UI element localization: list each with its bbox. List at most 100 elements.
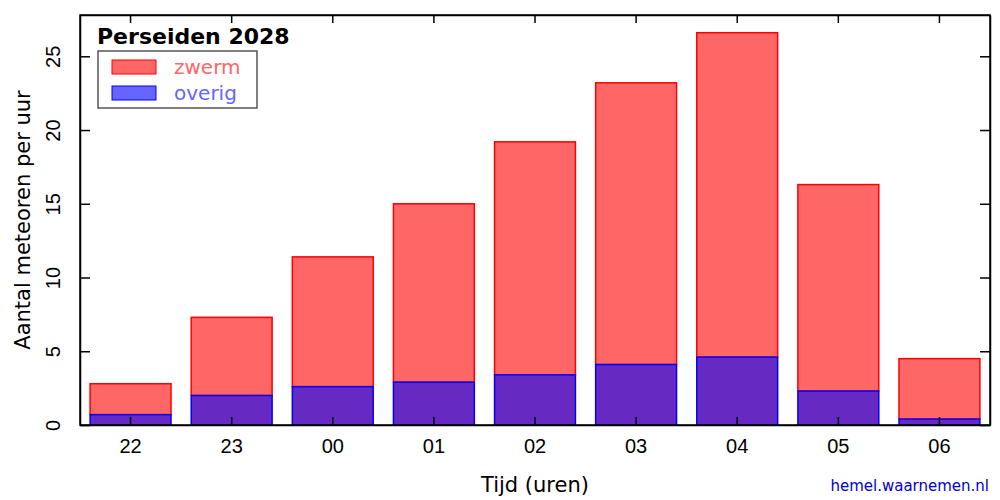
bar — [899, 359, 980, 419]
x-axis: 22 23 00 01 02 03 04 05 06 — [81, 417, 991, 457]
tick: 02 — [524, 417, 546, 457]
tick — [980, 56, 990, 57]
tick-mark — [980, 204, 990, 206]
tick — [980, 130, 990, 131]
tick-label: 25 — [42, 46, 64, 68]
tick-mark — [838, 417, 840, 425]
bar — [495, 375, 576, 425]
tick-mark — [332, 417, 334, 425]
tick-label: 15 — [42, 193, 64, 215]
tick-label: 04 — [726, 435, 748, 457]
bar — [90, 384, 171, 415]
tick: 15 — [42, 193, 90, 215]
tick: 22 — [119, 417, 141, 457]
tick — [980, 278, 990, 279]
bar — [596, 83, 677, 365]
tick-mark — [80, 56, 90, 58]
bar — [798, 391, 879, 425]
tick-label: 0 — [42, 420, 64, 431]
tick-label: 05 — [827, 435, 849, 457]
legend-label: overig — [174, 81, 237, 105]
bar — [697, 33, 778, 357]
legend-swatch — [112, 60, 156, 74]
tick-label: 23 — [221, 435, 243, 457]
tick-mark — [80, 351, 90, 353]
bar — [292, 257, 373, 387]
tick: 25 — [42, 46, 90, 68]
tick — [939, 15, 940, 23]
bar — [495, 142, 576, 375]
tick-mark — [433, 15, 435, 23]
tick: 20 — [42, 119, 90, 141]
tick — [838, 15, 839, 23]
bar — [596, 365, 677, 425]
bar — [90, 415, 171, 425]
tick-mark — [635, 417, 637, 425]
tick: 03 — [625, 417, 647, 457]
tick: 04 — [726, 417, 748, 457]
tick-mark — [433, 417, 435, 425]
tick: 00 — [322, 417, 344, 457]
x-axis-title: Tijd (uren) — [480, 473, 589, 497]
bar — [191, 396, 272, 425]
tick-mark — [736, 417, 738, 425]
tick-label: 10 — [42, 267, 64, 289]
tick-mark — [80, 277, 90, 279]
bars — [90, 33, 980, 425]
tick-label: 02 — [524, 435, 546, 457]
tick: 05 — [827, 417, 849, 457]
chart: 2223000102030405060510152025Tijd (uren)A… — [0, 0, 1000, 500]
tick: 23 — [221, 417, 243, 457]
tick — [231, 15, 232, 23]
tick-mark — [980, 56, 990, 58]
source: hemel.waarnemen.nl — [830, 477, 989, 495]
tick — [130, 15, 131, 23]
tick-label: 5 — [42, 346, 64, 357]
tick-mark — [980, 130, 990, 132]
bar — [292, 387, 373, 425]
tick-label: 20 — [42, 119, 64, 141]
series-1 — [90, 357, 980, 425]
tick-mark — [980, 351, 990, 353]
bar — [697, 357, 778, 425]
tick — [980, 204, 990, 205]
tick-label: 03 — [625, 435, 647, 457]
tick-mark — [231, 417, 233, 425]
tick-mark — [534, 417, 536, 425]
bar — [393, 382, 474, 425]
series-0 — [90, 33, 980, 419]
tick — [980, 351, 990, 352]
legend: zwermoverig — [98, 51, 257, 108]
tick-mark — [838, 15, 840, 23]
tick: 10 — [42, 267, 90, 289]
tick: 06 — [928, 417, 950, 457]
tick-mark — [980, 277, 990, 279]
tick-mark — [130, 15, 132, 23]
tick: 01 — [423, 417, 445, 457]
tick-mark — [939, 15, 941, 23]
plot-frame — [80, 15, 990, 425]
legend-label: zwerm — [174, 55, 241, 79]
tick-mark — [231, 15, 233, 23]
tick-mark — [736, 15, 738, 23]
tick-label: 22 — [119, 435, 141, 457]
tick-label: 01 — [423, 435, 445, 457]
tick-label: 00 — [322, 435, 344, 457]
legend-box — [98, 51, 257, 108]
tick-mark — [80, 130, 90, 132]
legend-swatch — [112, 86, 156, 100]
tick-mark — [332, 15, 334, 23]
tick — [535, 15, 536, 23]
y-right-axis — [980, 16, 991, 426]
x-top-axis — [81, 15, 991, 23]
tick: 5 — [42, 346, 90, 357]
tick — [737, 15, 738, 23]
bar — [191, 317, 272, 395]
tick-mark — [130, 417, 132, 425]
bar — [393, 204, 474, 382]
bar — [798, 185, 879, 391]
y-axis-title: Aantal meteoren per uur — [11, 90, 35, 350]
tick — [636, 15, 637, 23]
tick — [332, 15, 333, 23]
tick-label: 06 — [928, 435, 950, 457]
